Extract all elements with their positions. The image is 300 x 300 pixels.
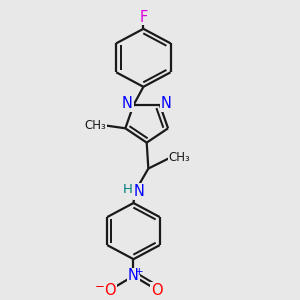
Text: CH₃: CH₃: [169, 152, 190, 164]
Text: N: N: [128, 268, 139, 284]
Text: N: N: [134, 184, 145, 199]
Text: H: H: [123, 183, 133, 196]
Text: F: F: [139, 10, 148, 25]
Text: +: +: [135, 267, 144, 277]
Text: O: O: [105, 283, 116, 298]
Text: O: O: [151, 283, 162, 298]
Text: N: N: [160, 96, 171, 111]
Text: −: −: [94, 280, 104, 293]
Text: N: N: [122, 96, 133, 111]
Text: CH₃: CH₃: [85, 119, 106, 132]
